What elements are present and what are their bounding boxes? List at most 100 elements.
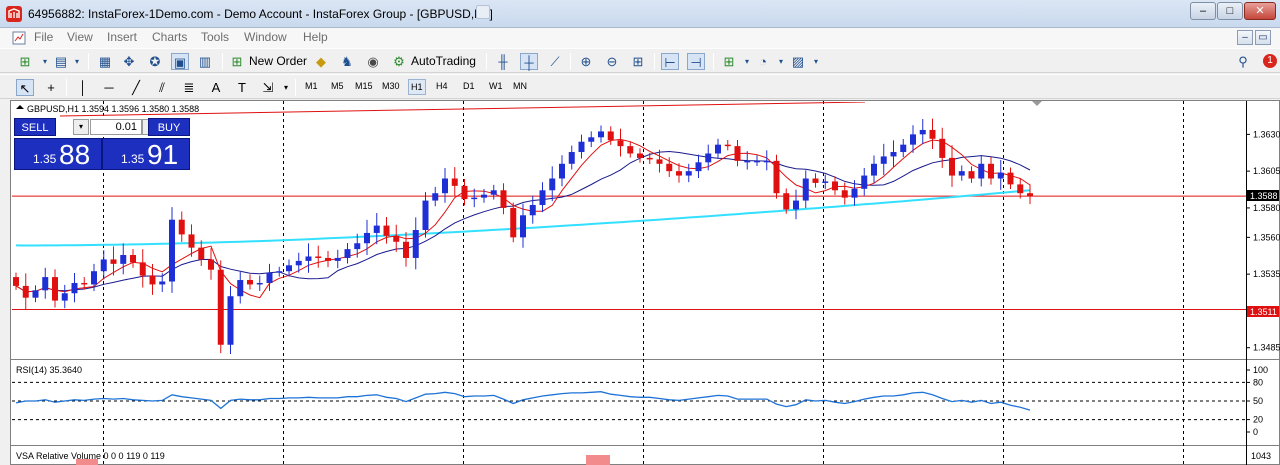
fibonacci-icon[interactable]: ≣ — [183, 80, 195, 95]
navigator-icon[interactable]: ✪ — [149, 54, 161, 69]
cursor-icon[interactable]: ↖ — [16, 79, 34, 96]
vsa-axis-label: 1043 — [1251, 451, 1271, 461]
sell-price-box[interactable]: 1.35 88 — [14, 138, 102, 170]
chart-shift-icon[interactable]: ⊢ — [661, 53, 679, 70]
chart-shift-marker[interactable] — [1032, 101, 1042, 106]
trendline — [59, 102, 866, 117]
candle — [646, 157, 653, 160]
sell-button[interactable]: SELL — [14, 118, 56, 136]
menu-help[interactable]: Help — [303, 30, 328, 44]
collapse-triangle-icon[interactable] — [16, 105, 24, 109]
sell-price-prefix: 1.35 — [33, 152, 57, 166]
tf-m1[interactable]: M1 — [305, 81, 318, 91]
tile-windows-icon[interactable]: ⊞ — [632, 54, 644, 69]
search-icon[interactable]: ⚲ — [1238, 54, 1248, 69]
text-icon[interactable]: A — [211, 80, 221, 95]
templates-icon[interactable]: ▨ — [791, 54, 805, 69]
vertical-line-icon[interactable]: │ — [78, 80, 88, 95]
templates-dropdown-icon[interactable]: ▾ — [813, 57, 818, 66]
candle — [715, 144, 721, 154]
maximize-button[interactable]: □ — [1217, 2, 1243, 20]
mdi-restore-button[interactable]: ▭ — [1255, 30, 1271, 45]
candle — [988, 163, 994, 179]
menu-tools[interactable]: Tools — [201, 30, 230, 44]
candle — [325, 257, 331, 261]
tab-close-icon[interactable] — [476, 5, 490, 19]
indicators-icon[interactable]: ⊞ — [723, 54, 735, 69]
new-chart-icon[interactable]: ⊞ — [19, 54, 31, 69]
zoom-out-icon[interactable]: ⊖ — [606, 54, 618, 69]
crosshair-icon[interactable]: + — [47, 80, 55, 95]
candle — [286, 265, 292, 272]
menu-charts[interactable]: Charts — [152, 30, 188, 44]
menu-window[interactable]: Window — [244, 30, 287, 44]
menu-file[interactable]: File — [34, 30, 54, 44]
standard-toolbar: ⊞ ▾ ▤ ▾ ▦ ✥ ✪ ▣ ▥ ⊞ New Order ◆ ♞ ◉ ⚙ Au… — [0, 48, 1280, 73]
market-icon[interactable]: ♞ — [341, 54, 353, 69]
signals-icon[interactable]: ◉ — [367, 54, 379, 69]
new-order-icon[interactable]: ⊞ — [231, 54, 243, 69]
new-order-button[interactable]: New Order — [249, 54, 308, 68]
profiles-dropdown-icon[interactable]: ▾ — [74, 57, 79, 66]
terminal-icon[interactable]: ▣ — [171, 53, 189, 70]
one-click-trading-panel: SELL ▾ 0.01 ▴ BUY 1.35 88 1.35 91 — [14, 118, 190, 170]
mdi-minimize-button[interactable]: – — [1237, 30, 1253, 45]
menu-insert[interactable]: Insert — [107, 30, 138, 44]
lot-decrease-button[interactable]: ▾ — [73, 119, 89, 135]
periods-icon[interactable]: ◔ — [759, 54, 767, 69]
close-button[interactable]: ✕ — [1244, 2, 1276, 20]
autotrading-button[interactable]: AutoTrading — [411, 54, 476, 68]
vsa-bar — [586, 455, 610, 465]
bar-chart-icon[interactable]: ╫ — [498, 54, 508, 69]
candle — [422, 200, 429, 230]
candle — [383, 225, 390, 236]
strategy-tester-icon[interactable]: ▥ — [198, 54, 212, 69]
periods-dropdown-icon[interactable]: ▾ — [778, 57, 783, 66]
horizontal-line-icon[interactable]: ─ — [104, 80, 114, 95]
market-watch-icon[interactable]: ▦ — [98, 54, 112, 69]
data-window-icon[interactable]: ✥ — [123, 54, 135, 69]
tf-m30[interactable]: M30 — [382, 81, 400, 91]
candle — [432, 193, 439, 201]
tf-h1[interactable]: H1 — [408, 79, 426, 95]
trendline-icon[interactable]: ╱ — [132, 80, 140, 95]
autotrading-icon[interactable]: ⚙ — [393, 54, 405, 69]
candle — [22, 285, 29, 298]
candle — [783, 193, 790, 210]
zoom-in-icon[interactable]: ⊕ — [580, 54, 592, 69]
menu-view[interactable]: View — [67, 30, 93, 44]
candle — [373, 225, 380, 233]
buy-price-box[interactable]: 1.35 91 — [102, 138, 190, 170]
equidistant-channel-icon[interactable]: ⫽ — [159, 80, 165, 95]
indicators-dropdown-icon[interactable]: ▾ — [744, 57, 749, 66]
price-tick-label: 1.3485 — [1253, 343, 1280, 353]
lot-size-input[interactable]: 0.01 — [90, 119, 142, 135]
candle — [130, 255, 136, 263]
meta-editor-icon[interactable]: ◆ — [316, 54, 326, 69]
arrows-icon[interactable]: ⇲ — [262, 80, 274, 95]
tf-d1[interactable]: D1 — [463, 81, 475, 91]
candle — [178, 219, 185, 235]
chart-window-icon[interactable] — [12, 31, 26, 45]
arrows-dropdown-icon[interactable]: ▾ — [283, 83, 288, 92]
buy-button[interactable]: BUY — [148, 118, 190, 136]
vsa-bar — [76, 459, 98, 465]
profiles-icon[interactable]: ▤ — [54, 54, 68, 69]
candle — [598, 131, 604, 138]
minimize-button[interactable]: – — [1190, 2, 1216, 20]
new-chart-dropdown-icon[interactable]: ▾ — [42, 57, 47, 66]
rsi-tick-label: 0 — [1253, 427, 1258, 437]
text-label-icon[interactable]: T — [238, 80, 246, 95]
candlestick-icon[interactable]: ┼ — [520, 53, 538, 70]
tf-m5[interactable]: M5 — [331, 81, 344, 91]
candle — [997, 172, 1004, 179]
candle — [900, 144, 907, 153]
tf-mn[interactable]: MN — [513, 81, 527, 91]
auto-scroll-icon[interactable]: ⊣ — [687, 53, 705, 70]
tf-w1[interactable]: W1 — [489, 81, 503, 91]
notification-badge[interactable]: 1 — [1263, 54, 1277, 68]
tf-h4[interactable]: H4 — [436, 81, 448, 91]
tf-m15[interactable]: M15 — [355, 81, 373, 91]
line-chart-icon[interactable]: ⟋ — [550, 54, 560, 69]
